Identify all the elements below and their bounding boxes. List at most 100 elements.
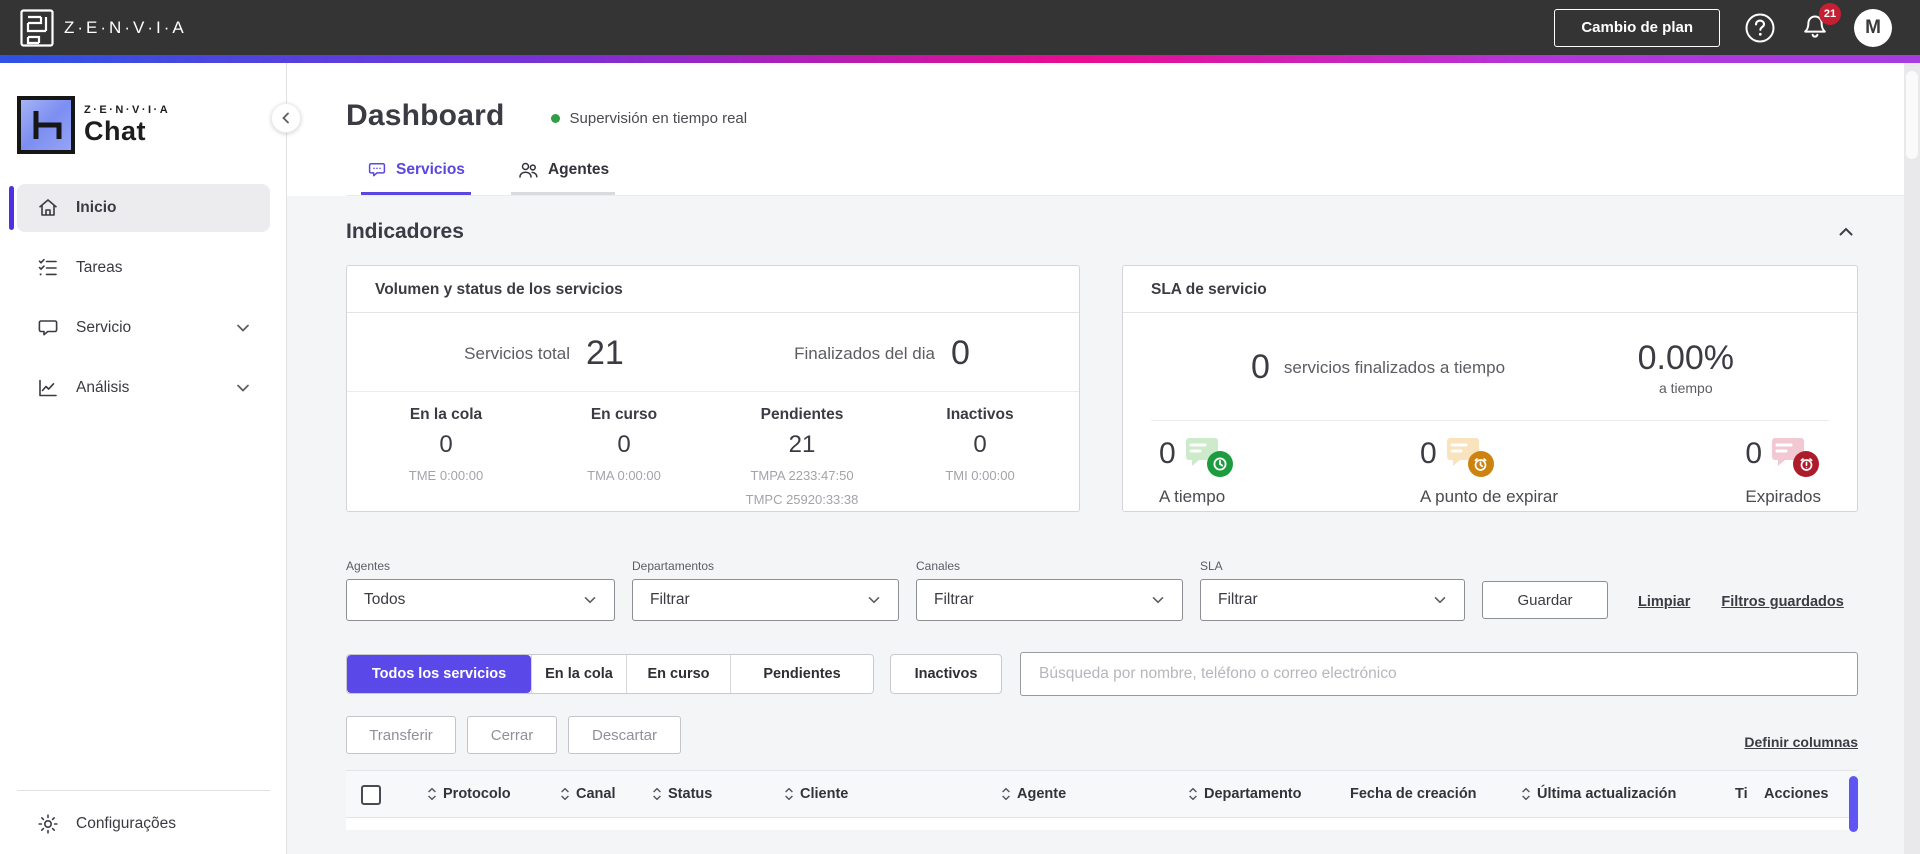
help-button[interactable] <box>1744 12 1776 44</box>
sla-percent-group: 0.00% a tiempo <box>1638 339 1734 396</box>
select-value: Filtrar <box>1218 591 1258 608</box>
column-label: Protocolo <box>443 786 511 802</box>
page-scrollbar[interactable] <box>1904 63 1920 854</box>
sidebar-item-analisis[interactable]: Análisis <box>17 364 270 412</box>
transfer-button[interactable]: Transferir <box>346 716 456 754</box>
select-value: Filtrar <box>650 591 690 608</box>
chat-alarm-red-icon <box>1771 437 1820 479</box>
sla-stat-label: A tiempo <box>1159 487 1226 506</box>
stat-label: Pendientes <box>760 406 844 423</box>
bell-icon <box>1800 12 1830 44</box>
sla-expired: 0 <box>1745 437 1821 507</box>
sla-stat-value: 0 <box>1159 437 1176 470</box>
tab-inactivos[interactable]: Inactivos <box>890 654 1002 694</box>
column-header-canal[interactable]: Canal <box>559 771 616 817</box>
clear-filters-link[interactable]: Limpiar <box>1638 594 1691 610</box>
total-services: Servicios total 21 <box>375 334 713 373</box>
sidebar-item-label: Análisis <box>76 379 130 396</box>
sla-select[interactable]: Filtrar <box>1200 579 1465 621</box>
close-button[interactable]: Cerrar <box>467 716 557 754</box>
people-icon <box>517 160 539 180</box>
tab-todos-los-servicios[interactable]: Todos los servicios <box>347 655 531 693</box>
filter-departamentos: Departamentos Filtrar <box>632 559 899 621</box>
zenvia-logo-icon <box>20 8 54 47</box>
service-tabs-group: Todos los servicios En la cola En curso … <box>346 654 874 694</box>
dashboard-body: Indicadores Volumen y status de los serv… <box>287 196 1920 854</box>
canales-select[interactable]: Filtrar <box>916 579 1183 621</box>
filter-label: SLA <box>1200 559 1223 573</box>
agentes-select[interactable]: Todos <box>346 579 615 621</box>
main-content: Dashboard Supervisión en tiempo real Ser… <box>287 63 1920 854</box>
column-label: Cliente <box>800 786 849 802</box>
sla-stat-value: 0 <box>1745 437 1763 470</box>
zenvia-chat-logo-icon <box>17 96 75 154</box>
sidebar-item-label: Inicio <box>76 199 117 216</box>
shell: Z·E·N·V·I·A Chat Inicio <box>0 63 1920 854</box>
filter-label: Canales <box>916 559 961 573</box>
topbar-right: Cambio de plan 21 M <box>1554 2 1892 47</box>
tab-en-la-cola[interactable]: En la cola <box>531 655 626 693</box>
stat-pendientes: Pendientes 21 TMPA 2233:47:50 TMPC 25920… <box>713 406 891 507</box>
sidebar-nav: Inicio Tareas Servicio <box>0 184 286 412</box>
tab-agentes[interactable]: Agentes <box>510 160 616 195</box>
tab-pendientes[interactable]: Pendientes <box>730 655 873 693</box>
filters-row: Agentes Todos Departamentos Filtrar Cana… <box>346 559 1858 621</box>
filter-sla: SLA Filtrar <box>1200 559 1465 621</box>
save-filters-button[interactable]: Guardar <box>1482 581 1608 619</box>
table-scrollbar-thumb[interactable] <box>1849 776 1858 832</box>
select-value: Todos <box>364 591 406 608</box>
column-header-status[interactable]: Status <box>651 771 712 817</box>
define-columns-link[interactable]: Definir columnas <box>1744 734 1858 750</box>
select-all-checkbox[interactable] <box>361 785 381 805</box>
total-value: 0 <box>950 334 970 372</box>
column-header-ultima-actualizacion[interactable]: Última actualización <box>1520 771 1676 817</box>
sla-percent-label: a tiempo <box>1658 380 1713 396</box>
notification-count-badge: 21 <box>1819 2 1841 25</box>
page-scrollbar-thumb[interactable] <box>1906 71 1918 159</box>
chat-alarm-orange-icon <box>1446 437 1494 479</box>
home-icon <box>36 196 60 220</box>
services-table-header: Protocolo Canal Status Cliente Agente <box>346 770 1858 832</box>
tab-servicios[interactable]: Servicios <box>361 160 471 195</box>
notifications-button[interactable]: 21 <box>1800 2 1841 44</box>
departamentos-select[interactable]: Filtrar <box>632 579 899 621</box>
column-header-tiempo: Ti <box>1735 771 1748 817</box>
sort-icon <box>1187 786 1199 802</box>
avatar[interactable]: M <box>1854 8 1892 47</box>
sla-finished-value: 0 <box>1251 348 1270 386</box>
column-header-departamento[interactable]: Departamento <box>1187 771 1302 817</box>
page-header-area: Dashboard Supervisión en tiempo real Ser… <box>287 63 1920 196</box>
change-plan-button[interactable]: Cambio de plan <box>1554 8 1720 47</box>
column-label: Departamento <box>1204 786 1302 802</box>
chevron-down-icon <box>234 319 252 337</box>
tab-en-curso[interactable]: En curso <box>626 655 730 693</box>
search-input[interactable] <box>1020 652 1858 696</box>
stat-label: Inactivos <box>946 406 1014 423</box>
zenvia-brand: Z·E·N·V·I·A <box>20 8 187 47</box>
stat-value: 0 <box>973 431 987 458</box>
saved-filters-link[interactable]: Filtros guardados <box>1721 594 1844 610</box>
divider <box>17 790 270 791</box>
sort-icon <box>559 786 571 802</box>
sidebar-item-inicio[interactable]: Inicio <box>9 184 270 232</box>
column-label: Acciones <box>1764 786 1829 802</box>
table-body <box>346 818 1858 830</box>
discard-button[interactable]: Descartar <box>568 716 681 754</box>
line-chart-icon <box>36 376 60 400</box>
column-label: Status <box>668 786 713 802</box>
total-label: Servicios total <box>464 343 570 363</box>
sidebar-item-tareas[interactable]: Tareas <box>17 244 270 292</box>
sidebar: Z·E·N·V·I·A Chat Inicio <box>0 63 301 854</box>
column-header-agente[interactable]: Agente <box>1000 771 1066 817</box>
sidebar-item-configuracoes[interactable]: Configurações <box>17 804 270 844</box>
sidebar-item-label: Servicio <box>76 319 132 336</box>
sla-percent-value: 0.00% <box>1637 339 1734 377</box>
column-header-cliente[interactable]: Cliente <box>783 771 848 817</box>
logo-product-text: Chat <box>84 116 146 146</box>
sidebar-item-servicio[interactable]: Servicio <box>17 304 270 352</box>
sidebar-collapse-button[interactable] <box>271 103 301 133</box>
column-header-protocolo[interactable]: Protocolo <box>426 771 511 817</box>
stat-sub: TMPA 2233:47:50 <box>750 468 854 483</box>
collapse-indicators-button[interactable] <box>1834 220 1858 244</box>
product-logo: Z·E·N·V·I·A Chat <box>17 96 270 154</box>
